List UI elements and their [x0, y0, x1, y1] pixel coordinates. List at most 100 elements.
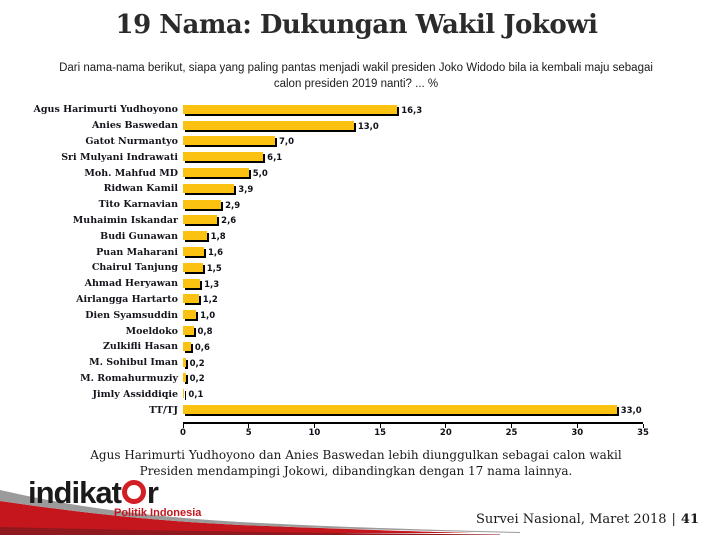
bar-track: 1,2 — [183, 294, 643, 306]
value-label: 2,9 — [225, 200, 241, 211]
bar-row: Agus Harimurti Yudhoyono 16,3 — [30, 102, 690, 118]
value-label: 0,8 — [197, 327, 213, 338]
category-label: Dien Syamsuddin — [85, 309, 178, 321]
bar — [183, 389, 185, 399]
survey-question: Dari nama-nama berikut, siapa yang palin… — [59, 62, 653, 91]
bar — [183, 168, 249, 178]
value-label: 1,6 — [208, 248, 224, 259]
category-label: Zulkifli Hasan — [102, 341, 178, 353]
logo-maroon-bar — [0, 527, 500, 535]
value-label: 16,3 — [401, 105, 423, 116]
bar — [183, 136, 275, 146]
bar — [183, 294, 199, 304]
category-label: Budi Gunawan — [100, 230, 178, 242]
tick-mark — [445, 423, 447, 428]
value-label: 1,0 — [200, 311, 216, 322]
bar-track: 0,2 — [183, 357, 643, 369]
category-label: Moh. Mahfud MD — [84, 167, 178, 179]
category-label: Sri Mulyani Indrawati — [61, 151, 178, 163]
category-label: Chairul Tanjung — [91, 262, 178, 274]
source-text: Survei Nasional, Maret 2018 — [475, 512, 667, 527]
value-label: 5,0 — [252, 169, 268, 180]
bar-row: Ahmad Heryawan 1,3 — [30, 276, 690, 292]
value-label: 1,5 — [206, 263, 222, 274]
bar-row: TT/TJ 33,0 — [30, 402, 690, 418]
bar-track: 16,3 — [183, 104, 643, 116]
x-axis: 0 5 10 15 20 25 30 35 — [180, 421, 649, 440]
category-label: Airlangga Hartarto — [76, 293, 178, 305]
bar-row: Dien Syamsuddin 1,0 — [30, 307, 690, 323]
bar — [183, 326, 194, 336]
value-label: 6,1 — [267, 153, 283, 164]
category-label: Moeldoko — [125, 325, 178, 337]
category-label: Tito Karnavian — [98, 199, 178, 211]
bar-track: 3,9 — [183, 183, 643, 195]
value-label: 0,1 — [188, 390, 204, 401]
tick-mark — [642, 423, 644, 428]
tick-label: 25 — [505, 427, 518, 438]
bar — [183, 215, 218, 225]
source-caption: Survei Nasional, Maret 2018 | 41 — [476, 512, 699, 527]
value-label: 7,0 — [279, 137, 295, 148]
logo-wordmark: indikat r — [28, 475, 159, 511]
bar-track: 33,0 — [183, 405, 643, 416]
bar-track: 0,8 — [183, 326, 643, 338]
bar-chart: Agus Harimurti Yudhoyono 16,3 Anies Baswed… — [30, 102, 690, 440]
bar-row: Puan Maharani 1,6 — [30, 244, 690, 260]
bar — [183, 357, 186, 367]
value-label: 13,0 — [357, 121, 379, 132]
bar — [183, 310, 197, 320]
tick-label: 35 — [637, 427, 649, 438]
value-label: 0,6 — [194, 342, 210, 353]
value-label: 1,8 — [210, 232, 226, 243]
category-label: Ahmad Heryawan — [84, 278, 178, 290]
bar-row: Muhaimin Iskandar 2,6 — [30, 213, 690, 229]
value-label: 1,3 — [204, 279, 220, 290]
bar — [183, 231, 207, 241]
value-label: 1,2 — [202, 295, 218, 306]
bar-row: Tito Karnavian 2,9 — [30, 197, 690, 213]
bar-track: 5,0 — [183, 168, 643, 180]
logo-swoosh-graphic — [0, 490, 520, 535]
category-label: Gatot Nurmantyo — [85, 135, 178, 147]
bar-track: 0,6 — [183, 341, 643, 353]
bar-track: 1,0 — [183, 310, 643, 322]
indikator-logo: indikat r Politik Indonesia — [0, 473, 520, 535]
bar-track: 2,9 — [183, 199, 643, 211]
bar-track: 0,2 — [183, 373, 643, 384]
tick-mark — [379, 423, 381, 428]
tick-label: 0 — [180, 427, 186, 438]
bar — [183, 183, 235, 193]
tick-label: 20 — [439, 427, 452, 438]
bar — [183, 262, 203, 272]
conclusion-note: Agus Harimurti Yudhoyono dan Anies Baswe… — [90, 448, 622, 478]
bar — [183, 405, 617, 415]
category-label: Agus Harimurti Yudhoyono — [33, 104, 178, 116]
category-label: M. Romahurmuziy — [80, 372, 178, 384]
page-title: 19 Nama: Dukungan Wakil Jokowi — [115, 10, 598, 40]
bar-row: Sri Mulyani Indrawati 6,1 — [30, 149, 690, 165]
bar — [183, 152, 264, 162]
tick-label: 15 — [374, 427, 387, 438]
bar-row: Chairul Tanjung 1,5 — [30, 260, 690, 276]
page-number: 41 — [680, 512, 699, 527]
bar-row: Moh. Mahfud MD 5,0 — [30, 165, 690, 181]
bar-track: 1,3 — [183, 278, 643, 290]
chart-rows: Agus Harimurti Yudhoyono 16,3 Anies Baswed… — [30, 102, 690, 418]
tick-mark — [248, 423, 250, 428]
logo-text-end: r — [146, 475, 159, 510]
bar-track: 0,1 — [183, 389, 643, 401]
bar-track: 13,0 — [183, 120, 643, 132]
bar-track: 6,1 — [183, 152, 643, 164]
value-label: 3,9 — [238, 184, 254, 195]
bar-row: M. Romahurmuziy 0,2 — [30, 371, 690, 387]
bar-track: 1,6 — [183, 247, 643, 259]
tick-mark — [182, 423, 184, 428]
category-label: Muhaimin Iskandar — [72, 214, 178, 226]
bar-track: 1,5 — [183, 262, 643, 274]
bar-row: Jimly Assiddiqie 0,1 — [30, 386, 690, 402]
category-label: Jimly Assiddiqie — [92, 388, 178, 400]
bar-track: 1,8 — [183, 231, 643, 243]
tick-mark — [576, 423, 578, 428]
